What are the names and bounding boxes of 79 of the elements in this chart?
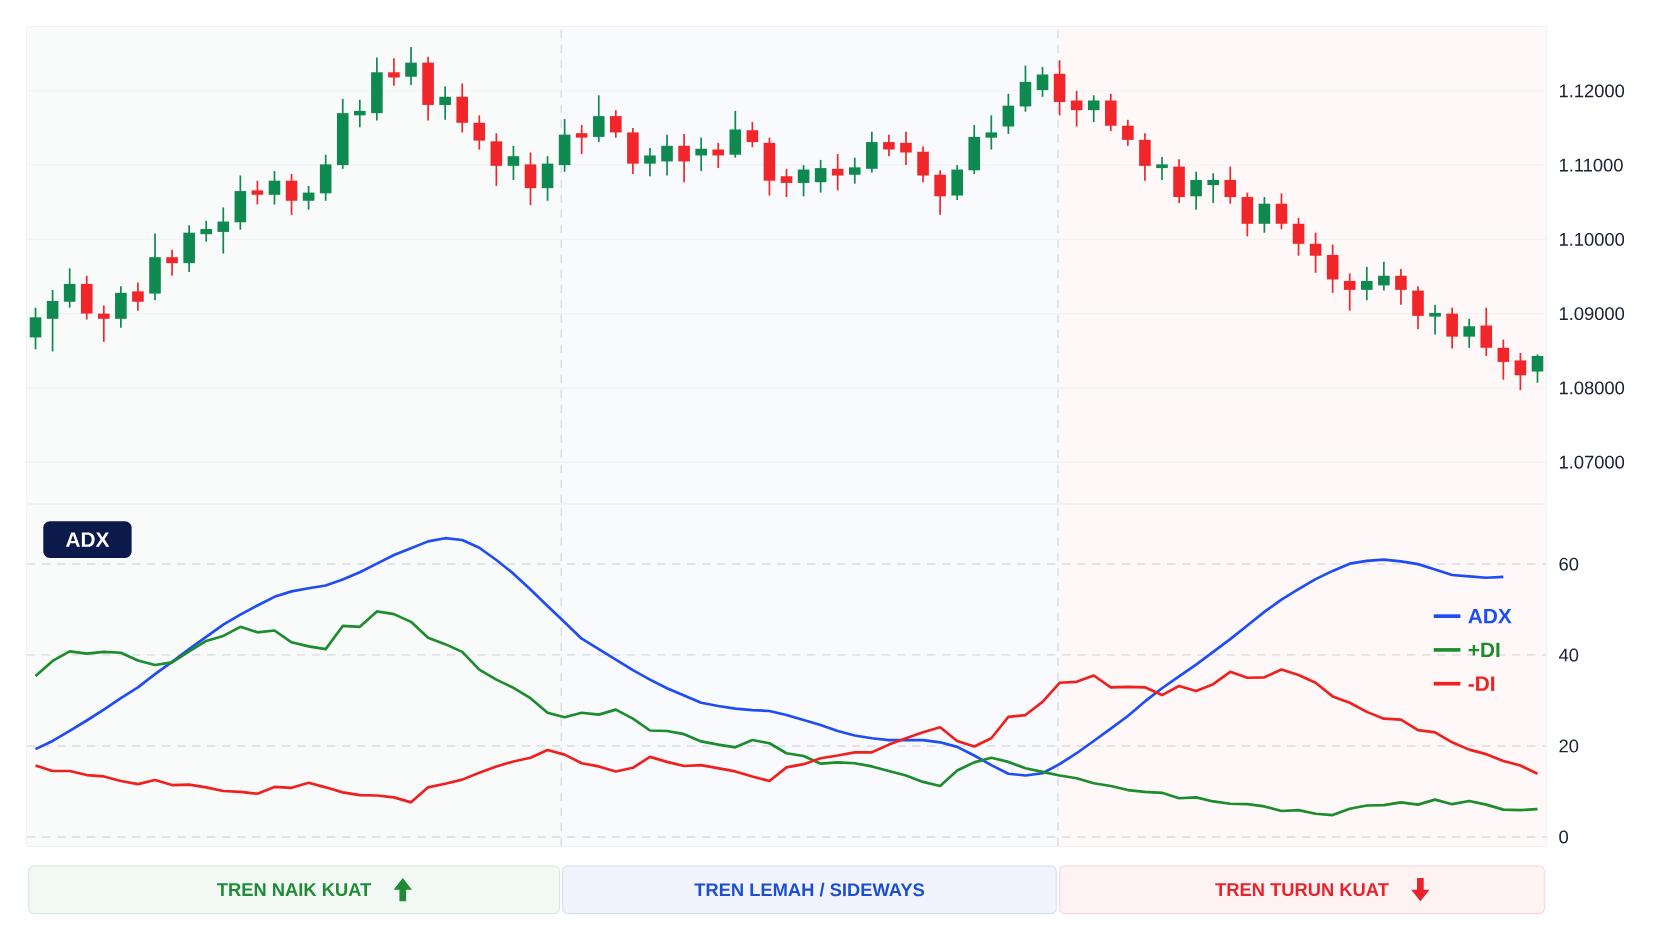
candlestick bbox=[405, 46, 417, 86]
candlestick bbox=[1378, 260, 1390, 292]
candlestick bbox=[1360, 265, 1373, 302]
candlestick bbox=[1122, 118, 1134, 147]
text: TREN NAIK KUAT bbox=[217, 883, 372, 897]
candlestick bbox=[507, 144, 520, 181]
candlestick bbox=[1275, 192, 1288, 230]
candlestick bbox=[439, 85, 451, 121]
candlestick bbox=[678, 133, 690, 184]
candlestick bbox=[285, 173, 298, 216]
candlestick bbox=[985, 114, 998, 151]
candlestick bbox=[46, 289, 59, 353]
candlestick bbox=[695, 136, 707, 172]
candlestick bbox=[883, 133, 895, 158]
candlestick bbox=[575, 124, 588, 155]
y-tick-label: 1.07000 bbox=[1559, 455, 1625, 469]
candlestick bbox=[644, 147, 656, 178]
candlestick bbox=[29, 306, 42, 351]
candlestick bbox=[831, 153, 844, 192]
candlestick bbox=[934, 169, 946, 216]
candlestick bbox=[661, 133, 673, 177]
y-tick-label: 20 bbox=[1559, 739, 1579, 753]
candlestick bbox=[200, 219, 213, 243]
text: TREN LEMAH / SIDEWAYS bbox=[694, 882, 925, 897]
y-tick-label: 1.08000 bbox=[1559, 381, 1625, 395]
line-series bbox=[34, 610, 1539, 817]
candlestick bbox=[302, 185, 315, 211]
candlestick bbox=[98, 304, 110, 343]
candlestick bbox=[132, 281, 144, 312]
candlestick bbox=[1429, 303, 1441, 336]
candlestick bbox=[1002, 92, 1015, 135]
candlestick bbox=[610, 109, 622, 139]
candlestick bbox=[848, 156, 861, 185]
candlestick bbox=[388, 57, 400, 87]
candlestick bbox=[1156, 156, 1168, 181]
candlestick bbox=[524, 151, 537, 207]
candlestick bbox=[917, 145, 929, 184]
y-tick-label: 40 bbox=[1558, 648, 1579, 662]
candlestick bbox=[166, 248, 178, 277]
legend-label: ADX bbox=[1468, 608, 1512, 624]
candlestick bbox=[1224, 165, 1237, 205]
y-tick-label: 1.11000 bbox=[1559, 158, 1623, 172]
candlestick bbox=[1463, 317, 1476, 349]
candlestick bbox=[354, 98, 366, 129]
candlestick bbox=[1292, 216, 1305, 257]
candlestick bbox=[1395, 268, 1407, 306]
candlestick bbox=[797, 164, 810, 198]
candlestick bbox=[814, 159, 827, 194]
y-tick-label: 0 bbox=[1559, 830, 1569, 844]
candlestick bbox=[1446, 306, 1458, 350]
candlestick bbox=[1190, 170, 1202, 211]
y-tick-label: 60 bbox=[1559, 557, 1579, 571]
candlestick bbox=[473, 114, 486, 151]
candlestick bbox=[1207, 172, 1219, 204]
candlestick bbox=[780, 167, 793, 198]
y-tick-label: 1.09000 bbox=[1559, 307, 1625, 321]
candlestick bbox=[746, 121, 759, 149]
candlestick bbox=[1309, 231, 1322, 274]
candlestick bbox=[1087, 94, 1100, 123]
candlestick bbox=[1036, 66, 1049, 98]
candlestick bbox=[1480, 306, 1493, 357]
candlestick bbox=[1070, 90, 1083, 128]
text: TREN TURUN KUAT bbox=[1215, 883, 1389, 897]
legend-label: -DI bbox=[1468, 676, 1495, 691]
candlestick bbox=[1514, 352, 1527, 391]
candlestick bbox=[900, 130, 912, 166]
candlestick bbox=[1531, 353, 1544, 384]
candlestick bbox=[63, 267, 76, 309]
candlestick bbox=[592, 94, 605, 143]
legend-label: +DI bbox=[1468, 642, 1500, 658]
text: ADX bbox=[65, 532, 110, 547]
candlestick bbox=[251, 179, 264, 206]
candlestick bbox=[268, 170, 281, 206]
y-tick-label: 1.10000 bbox=[1559, 232, 1625, 246]
candlestick bbox=[1497, 338, 1510, 381]
y-tick-label: 1.12000 bbox=[1559, 84, 1625, 98]
candlestick bbox=[1258, 196, 1271, 234]
candlestick bbox=[217, 206, 230, 255]
candlestick bbox=[1343, 272, 1356, 312]
